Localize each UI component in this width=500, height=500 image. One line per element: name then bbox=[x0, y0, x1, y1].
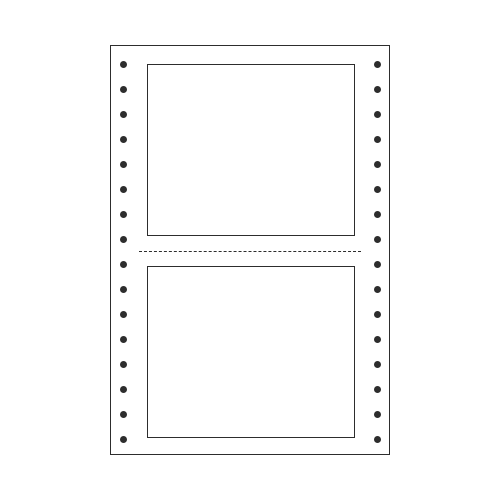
sprocket-hole bbox=[374, 136, 381, 143]
sprocket-hole bbox=[120, 411, 127, 418]
sprocket-hole bbox=[374, 111, 381, 118]
sprocket-hole bbox=[120, 111, 127, 118]
sprocket-hole bbox=[120, 161, 127, 168]
label-area bbox=[147, 64, 355, 236]
sprocket-hole bbox=[374, 311, 381, 318]
sprocket-hole bbox=[120, 261, 127, 268]
sprocket-hole bbox=[374, 161, 381, 168]
sprocket-hole bbox=[120, 336, 127, 343]
sprocket-hole bbox=[374, 236, 381, 243]
sprocket-hole bbox=[120, 361, 127, 368]
sprocket-hole bbox=[374, 261, 381, 268]
sprocket-hole bbox=[374, 336, 381, 343]
sprocket-hole bbox=[374, 436, 381, 443]
sprocket-hole bbox=[120, 61, 127, 68]
sprocket-hole bbox=[374, 186, 381, 193]
label-area bbox=[147, 266, 355, 438]
sprocket-hole bbox=[374, 211, 381, 218]
sprocket-hole bbox=[120, 386, 127, 393]
sprocket-hole bbox=[120, 236, 127, 243]
continuous-feed-paper bbox=[110, 45, 390, 455]
sprocket-hole bbox=[120, 211, 127, 218]
sprocket-hole bbox=[120, 136, 127, 143]
sprocket-hole bbox=[120, 186, 127, 193]
sprocket-hole bbox=[374, 361, 381, 368]
sprocket-hole bbox=[374, 61, 381, 68]
sprocket-hole bbox=[374, 386, 381, 393]
sprocket-hole bbox=[374, 286, 381, 293]
sprocket-hole bbox=[374, 86, 381, 93]
sprocket-hole bbox=[374, 411, 381, 418]
sprocket-hole bbox=[120, 286, 127, 293]
sprocket-hole bbox=[120, 311, 127, 318]
sprocket-hole bbox=[120, 86, 127, 93]
sprocket-hole bbox=[120, 436, 127, 443]
perforation-line bbox=[139, 251, 361, 252]
